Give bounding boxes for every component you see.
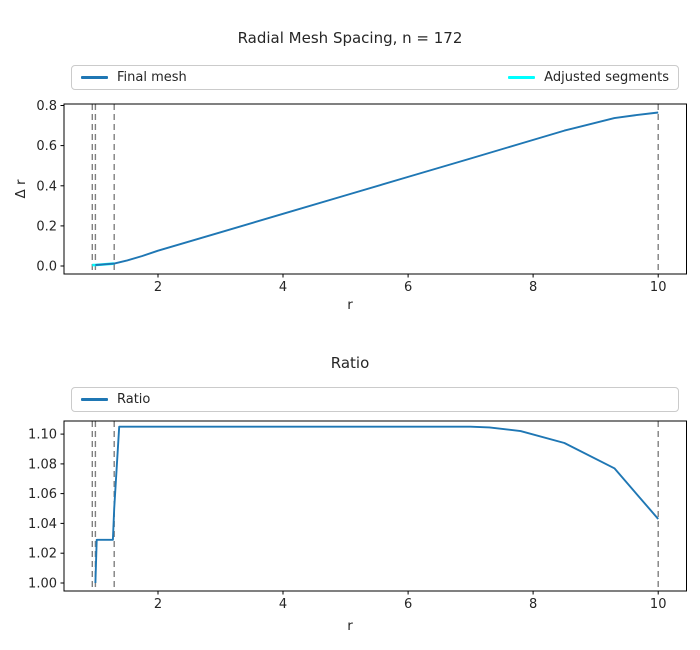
x-tick-label: 6 <box>404 597 412 612</box>
y-tick-label: 1.02 <box>28 547 57 562</box>
x-tick-label: 8 <box>529 280 537 295</box>
x-tick-label: 4 <box>279 597 287 612</box>
x-tick-label: 10 <box>650 597 667 612</box>
adjusted-segments-legend-line <box>508 76 536 79</box>
y-tick-label: 0.2 <box>36 219 57 234</box>
x-tick-label: 10 <box>650 280 667 295</box>
ratio-legend-line <box>81 398 108 401</box>
x-tick-label: 8 <box>529 597 537 612</box>
bottom-plot-x-axis-label: r <box>347 618 353 634</box>
final-mesh-legend-line <box>81 76 108 79</box>
y-tick-label: 0.8 <box>36 99 57 114</box>
top-plot-title: Radial Mesh Spacing, n = 172 <box>237 29 463 47</box>
ratio-line <box>94 425 659 584</box>
top-plot-legend: Final mesh Adjusted segments <box>71 65 679 90</box>
y-tick-label: 0.0 <box>36 260 57 275</box>
top-plot-spines <box>63 103 687 275</box>
top-plot-x-axis-label: r <box>347 297 353 313</box>
final-mesh-legend-label: Final mesh <box>117 70 187 85</box>
top-plot-axes: 2 4 6 8 10 0.0 0.2 0.4 0.6 0.8 <box>36 99 687 295</box>
top-plot-y-axis-label: Δ r <box>13 179 29 199</box>
y-tick-label: 0.4 <box>36 179 57 194</box>
bottom-plot-spines <box>63 420 687 592</box>
y-tick-label: 1.04 <box>28 517 57 532</box>
x-tick-label: 2 <box>154 280 162 295</box>
y-tick-label: 0.6 <box>36 139 57 154</box>
legend-item-adjusted-segments: Adjusted segments <box>508 70 669 85</box>
bottom-plot-title: Ratio <box>330 354 370 372</box>
y-tick-label: 1.00 <box>28 577 57 592</box>
ratio-legend-label: Ratio <box>117 392 151 407</box>
final-mesh-line <box>95 111 659 266</box>
x-tick-label: 6 <box>404 280 412 295</box>
bottom-plot-axes: 2 4 6 8 10 1.00 1.02 1.04 1.06 1.08 1.10 <box>28 420 687 612</box>
y-tick-label: 1.06 <box>28 487 57 502</box>
x-tick-label: 4 <box>279 280 287 295</box>
legend-item-ratio: Ratio <box>81 392 150 407</box>
bottom-plot-legend: Ratio <box>71 387 679 412</box>
legend-item-final-mesh: Final mesh <box>81 70 187 85</box>
y-tick-label: 1.08 <box>28 457 57 472</box>
x-tick-label: 2 <box>154 597 162 612</box>
adjusted-segments-legend-label: Adjusted segments <box>544 70 669 85</box>
y-tick-label: 1.10 <box>28 428 57 443</box>
